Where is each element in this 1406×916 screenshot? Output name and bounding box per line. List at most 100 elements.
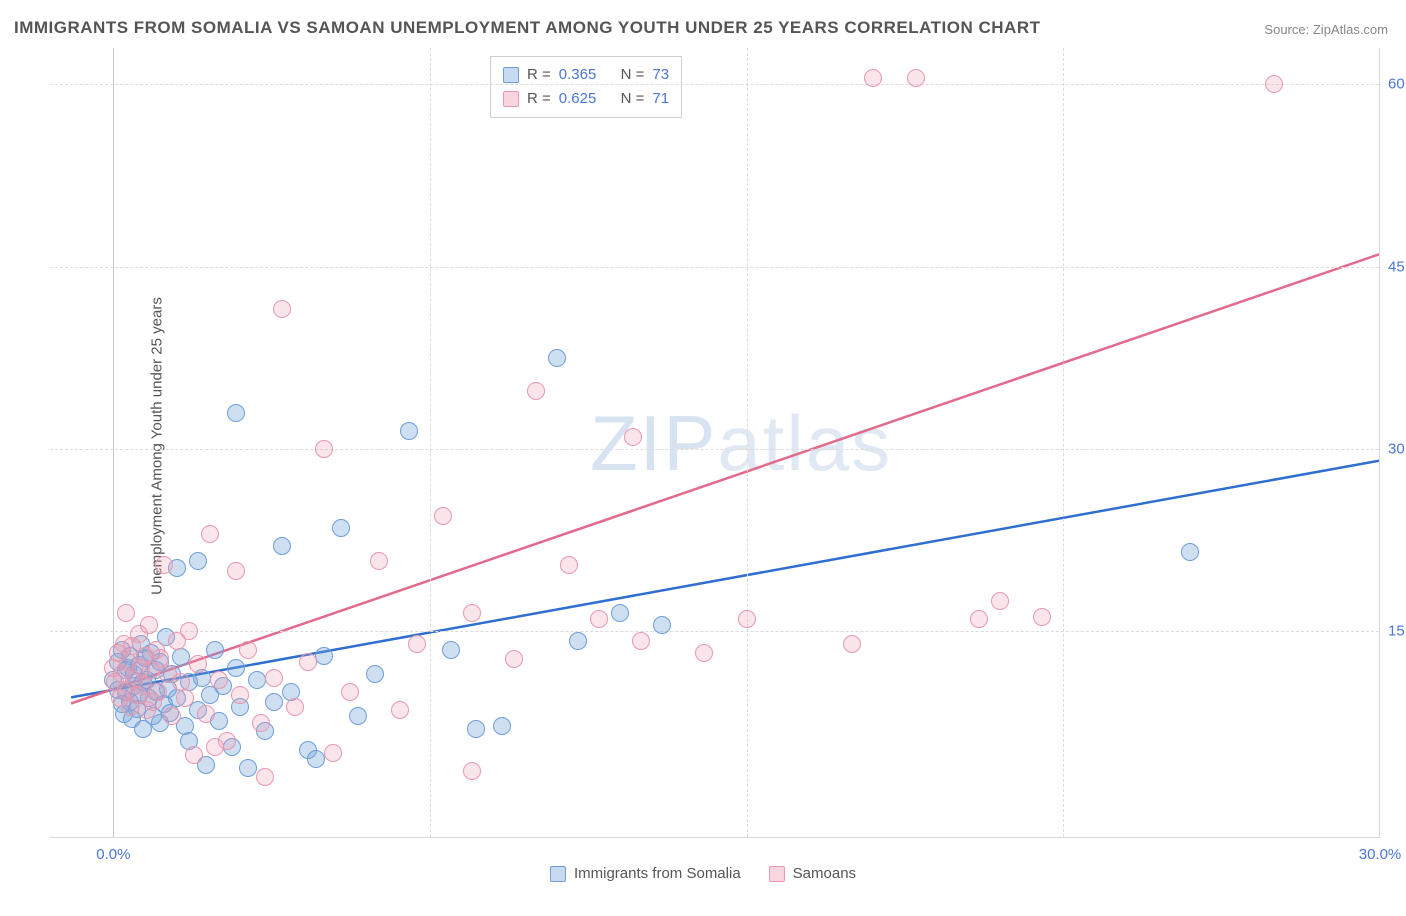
y-axis-line — [113, 48, 114, 837]
data-point — [632, 632, 650, 650]
trend-line — [71, 461, 1379, 698]
data-point — [527, 382, 545, 400]
data-point — [505, 650, 523, 668]
data-point — [231, 686, 249, 704]
data-point — [1265, 75, 1283, 93]
source-value: ZipAtlas.com — [1313, 22, 1388, 37]
data-point — [843, 635, 861, 653]
data-point — [653, 616, 671, 634]
data-point — [163, 707, 181, 725]
data-point — [991, 592, 1009, 610]
data-point — [172, 648, 190, 666]
data-point — [341, 683, 359, 701]
data-point — [611, 604, 629, 622]
y-tick-label: 60.0% — [1388, 76, 1406, 93]
legend-label-samoans: Samoans — [793, 865, 856, 882]
data-point — [227, 659, 245, 677]
v-gridline — [747, 48, 748, 837]
data-point — [117, 604, 135, 622]
data-point — [149, 683, 167, 701]
data-point — [463, 604, 481, 622]
data-point — [206, 641, 224, 659]
r-label: R = — [527, 63, 551, 87]
data-point — [332, 519, 350, 537]
r-label: R = — [527, 87, 551, 111]
data-point — [624, 428, 642, 446]
data-point — [227, 404, 245, 422]
legend-item-somalia: Immigrants from Somalia — [550, 865, 741, 882]
y-tick-label: 30.0% — [1388, 441, 1406, 458]
data-point — [265, 669, 283, 687]
legend-label-somalia: Immigrants from Somalia — [574, 865, 741, 882]
data-point — [256, 768, 274, 786]
data-point — [738, 610, 756, 628]
x-tick-label: 0.0% — [96, 846, 130, 916]
data-point — [548, 349, 566, 367]
h-gridline — [50, 449, 1379, 450]
trend-lines-svg — [50, 48, 1379, 837]
data-point — [349, 707, 367, 725]
data-point — [206, 738, 224, 756]
data-point — [467, 720, 485, 738]
data-point — [299, 653, 317, 671]
data-point — [273, 300, 291, 318]
h-gridline — [50, 267, 1379, 268]
stats-swatch — [503, 91, 519, 107]
data-point — [370, 552, 388, 570]
data-point — [324, 744, 342, 762]
correlation-stats-box: R = 0.365 N = 73R = 0.625 N = 71 — [490, 56, 682, 118]
trend-line — [71, 254, 1379, 703]
data-point — [1033, 608, 1051, 626]
watermark-part2: atlas — [717, 399, 892, 487]
source-label: Source: — [1264, 22, 1309, 37]
data-point — [189, 552, 207, 570]
scatter-plot-area: ZIPatlas R = 0.365 N = 73R = 0.625 N = 71 — [50, 48, 1380, 838]
legend-swatch-pink — [769, 866, 785, 882]
data-point — [189, 655, 207, 673]
data-point — [442, 641, 460, 659]
data-point — [210, 671, 228, 689]
chart-title: IMMIGRANTS FROM SOMALIA VS SAMOAN UNEMPL… — [14, 18, 1041, 38]
x-tick-label: 30.0% — [1359, 846, 1402, 916]
data-point — [560, 556, 578, 574]
h-gridline — [50, 84, 1379, 85]
source-attribution: Source: ZipAtlas.com — [1264, 22, 1388, 37]
data-point — [315, 440, 333, 458]
data-point — [400, 422, 418, 440]
data-point — [180, 622, 198, 640]
legend-item-samoans: Samoans — [769, 865, 856, 882]
n-label: N = — [621, 63, 645, 87]
data-point — [907, 69, 925, 87]
data-point — [1181, 543, 1199, 561]
data-point — [201, 525, 219, 543]
stats-row: R =0.625 N =71 — [503, 87, 669, 111]
data-point — [391, 701, 409, 719]
data-point — [590, 610, 608, 628]
watermark-part1: ZIP — [590, 399, 717, 487]
y-tick-label: 15.0% — [1388, 623, 1406, 640]
data-point — [970, 610, 988, 628]
data-point — [252, 714, 270, 732]
y-tick-label: 45.0% — [1388, 258, 1406, 275]
data-point — [155, 556, 173, 574]
data-point — [239, 759, 257, 777]
data-point — [227, 562, 245, 580]
n-value: 73 — [652, 63, 669, 87]
data-point — [864, 69, 882, 87]
v-gridline — [1063, 48, 1064, 837]
data-point — [463, 762, 481, 780]
r-value: 0.625 — [559, 87, 597, 111]
data-point — [248, 671, 266, 689]
data-point — [569, 632, 587, 650]
data-point — [197, 705, 215, 723]
stats-row: R = 0.365 N = 73 — [503, 63, 669, 87]
data-point — [307, 750, 325, 768]
data-point — [265, 693, 283, 711]
data-point — [695, 644, 713, 662]
v-gridline — [430, 48, 431, 837]
data-point — [239, 641, 257, 659]
r-value: 0.365 — [559, 63, 597, 87]
legend-swatch-blue — [550, 866, 566, 882]
data-point — [286, 698, 304, 716]
n-value: 71 — [652, 87, 669, 111]
